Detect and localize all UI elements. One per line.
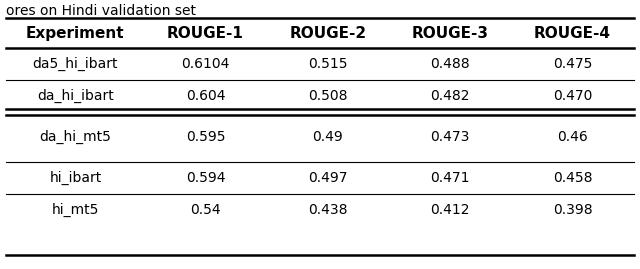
- Text: 0.595: 0.595: [186, 130, 225, 144]
- Text: ROUGE-2: ROUGE-2: [289, 26, 367, 41]
- Text: da_hi_ibart: da_hi_ibart: [37, 89, 114, 103]
- Text: Experiment: Experiment: [26, 26, 125, 41]
- Text: 0.49: 0.49: [312, 130, 343, 144]
- Text: 0.473: 0.473: [431, 130, 470, 144]
- Text: ROUGE-3: ROUGE-3: [412, 26, 489, 41]
- Text: hi_ibart: hi_ibart: [49, 171, 102, 185]
- Text: hi_mt5: hi_mt5: [52, 203, 99, 217]
- Text: 0.398: 0.398: [552, 203, 592, 217]
- Text: 0.508: 0.508: [308, 89, 348, 103]
- Text: ROUGE-4: ROUGE-4: [534, 26, 611, 41]
- Text: 0.497: 0.497: [308, 171, 348, 185]
- Text: 0.604: 0.604: [186, 89, 225, 103]
- Text: 0.438: 0.438: [308, 203, 348, 217]
- Text: 0.412: 0.412: [430, 203, 470, 217]
- Text: 0.458: 0.458: [553, 171, 592, 185]
- Text: da5_hi_ibart: da5_hi_ibart: [33, 57, 118, 71]
- Text: 0.54: 0.54: [190, 203, 221, 217]
- Text: 0.594: 0.594: [186, 171, 225, 185]
- Text: 0.482: 0.482: [430, 89, 470, 103]
- Text: 0.470: 0.470: [553, 89, 592, 103]
- Text: 0.488: 0.488: [430, 57, 470, 71]
- Text: 0.6104: 0.6104: [181, 57, 230, 71]
- Text: da_hi_mt5: da_hi_mt5: [40, 130, 111, 144]
- Text: ores on Hindi validation set: ores on Hindi validation set: [6, 4, 196, 18]
- Text: 0.515: 0.515: [308, 57, 348, 71]
- Text: 0.471: 0.471: [430, 171, 470, 185]
- Text: 0.46: 0.46: [557, 130, 588, 144]
- Text: 0.475: 0.475: [553, 57, 592, 71]
- Text: ROUGE-1: ROUGE-1: [167, 26, 244, 41]
